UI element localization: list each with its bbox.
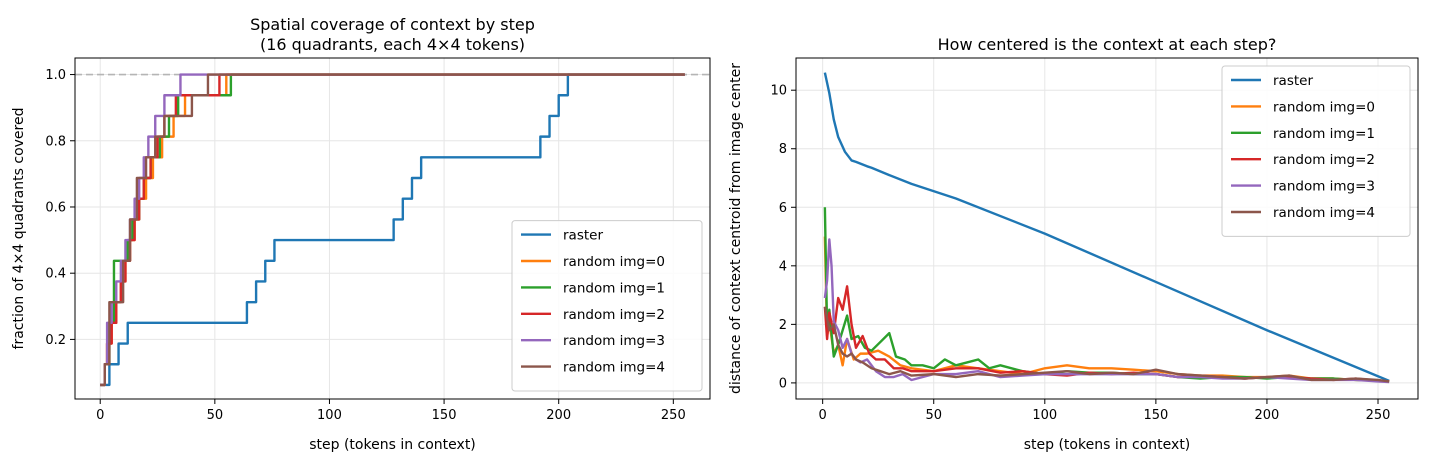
- y-tick-label: 0: [779, 376, 787, 391]
- y-tick-label: 4: [779, 259, 787, 274]
- series-line-5: [823, 306, 1390, 383]
- x-tick-label: 0: [96, 408, 104, 423]
- y-tick-label: 0.6: [45, 200, 66, 215]
- x-tick-label: 200: [1255, 408, 1280, 423]
- y-axis-label: fraction of 4×4 quadrants covered: [11, 108, 27, 350]
- chart-title: How centered is the context at each step…: [938, 35, 1277, 54]
- series-line-5: [100, 73, 685, 387]
- x-tick-label: 200: [546, 408, 571, 423]
- legend-box: [1221, 65, 1411, 237]
- x-tick-label: 50: [925, 408, 942, 423]
- legend-entry: raster: [1273, 73, 1313, 89]
- legend-entry: random img=1: [1273, 126, 1375, 142]
- chart-coverage: 0 50 100 150 200 250 0.2 0.4 0.6 0.8 1.0 Spatial co…: [11, 15, 711, 453]
- legend-entry: random img=0: [563, 254, 665, 270]
- legend-entry: random img=0: [1273, 99, 1375, 115]
- legend-entry: random img=1: [563, 280, 665, 296]
- y-tick-label: 2: [779, 318, 787, 333]
- legend-entry: random img=4: [563, 360, 665, 376]
- axes-frame: [795, 57, 1419, 400]
- legend: raster random img=0 random img=1 random img…: [1221, 65, 1411, 237]
- legend-box: [511, 220, 703, 392]
- x-tick-label: 100: [317, 408, 342, 423]
- legend-entry: random img=2: [563, 307, 665, 323]
- y-tick-label: 8: [779, 142, 787, 157]
- series-line-0: [100, 73, 685, 387]
- y-tick-label: 6: [779, 201, 787, 216]
- y-tick-label: 0.2: [45, 333, 66, 348]
- x-tick-label: 150: [1143, 408, 1168, 423]
- y-tick-label: 1.0: [45, 68, 66, 83]
- x-axis-label: step (tokens in context): [1024, 437, 1191, 453]
- x-tick-label: 250: [661, 408, 686, 423]
- legend-entry: raster: [563, 228, 603, 244]
- x-tick-label: 50: [207, 408, 224, 423]
- legend-entry: random img=4: [1273, 205, 1375, 221]
- x-axis-label: step (tokens in context): [309, 437, 476, 453]
- x-tick-label: 0: [819, 408, 827, 423]
- y-axis-label: distance of context centroid from image …: [728, 63, 744, 394]
- y-tick-label: 10: [770, 84, 787, 99]
- series-line-1: [823, 236, 1390, 383]
- plot-area: [823, 72, 1390, 384]
- plot-area: [75, 73, 710, 387]
- chart-centroid: 0 50 100 150 200 250 0 2 4 6 8 10 How centered is th…: [728, 35, 1419, 453]
- x-tick-label: 100: [1032, 408, 1057, 423]
- chart-title: Spatial coverage of context by step: [250, 15, 535, 34]
- x-tick-label: 150: [432, 408, 457, 423]
- legend-entry: random img=3: [563, 333, 665, 349]
- legend: raster random img=0 random img=1 random img…: [511, 220, 703, 392]
- legend-entry: random img=3: [1273, 179, 1375, 195]
- axes-frame: [74, 57, 711, 400]
- x-tick-label: 250: [1366, 408, 1391, 423]
- series-line-0: [823, 72, 1390, 382]
- chart-title: (16 quadrants, each 4×4 tokens): [260, 35, 525, 54]
- y-tick-label: 0.4: [45, 267, 66, 282]
- legend-entry: random img=2: [1273, 152, 1375, 168]
- y-tick-label: 0.8: [45, 134, 66, 149]
